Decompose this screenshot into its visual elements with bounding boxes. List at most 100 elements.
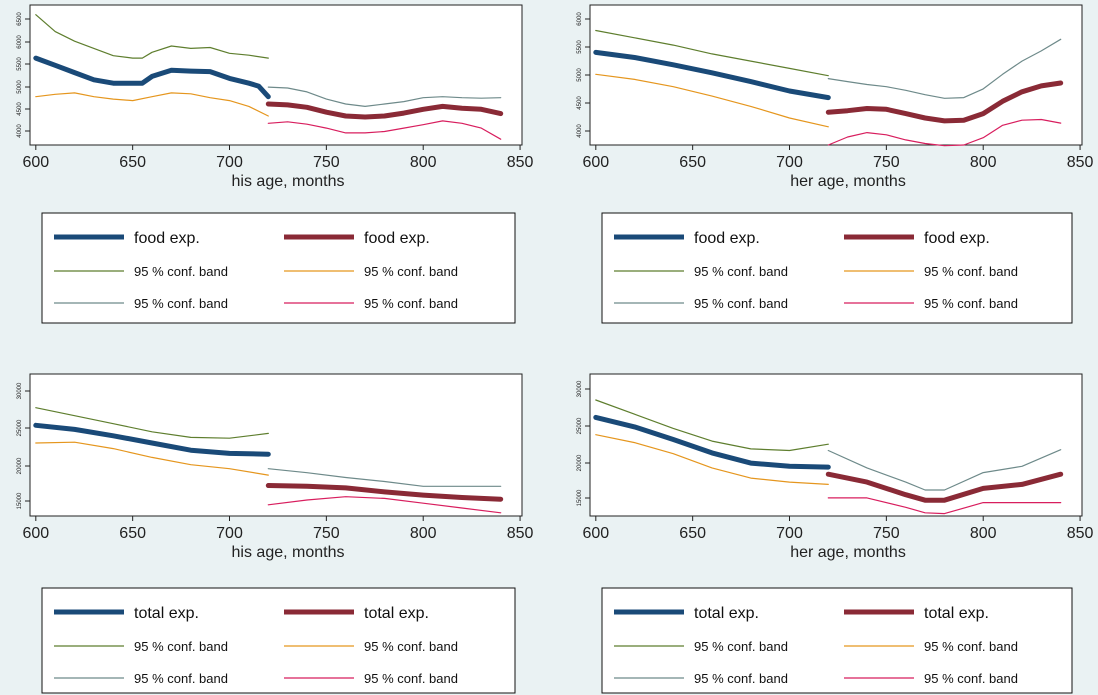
band-line-after <box>827 497 1062 515</box>
x-axis-title: his age, months <box>232 173 345 190</box>
legend-label: 95 % conf. band <box>364 264 458 279</box>
y-tick-label: 4000 <box>17 124 23 138</box>
x-tick-label: 650 <box>679 154 706 171</box>
band-line-after <box>267 468 502 487</box>
x-tick-label: 850 <box>1067 154 1094 171</box>
main-line-after <box>265 483 504 502</box>
y-tick-label: 4000 <box>577 124 583 138</box>
x-tick-label: 650 <box>119 525 146 542</box>
legend-label: 95 % conf. band <box>694 639 788 654</box>
y-tick-label: 25000 <box>577 417 583 434</box>
legend-label: 95 % conf. band <box>364 296 458 311</box>
x-tick-label: 850 <box>507 525 534 542</box>
legend-label: 95 % conf. band <box>364 639 458 654</box>
x-tick-label: 600 <box>582 154 609 171</box>
y-tick-label: 20000 <box>577 454 583 471</box>
band-line-before <box>35 441 269 476</box>
legend-label: food exp. <box>694 230 760 247</box>
x-tick-label: 700 <box>216 525 243 542</box>
x-tick-label: 700 <box>216 154 243 171</box>
plot-area <box>29 4 523 146</box>
band-line-after <box>827 449 1062 491</box>
legend-label: 95 % conf. band <box>134 671 228 686</box>
legend-label: total exp. <box>694 605 759 622</box>
x-tick-label: 800 <box>410 154 437 171</box>
x-tick-label: 750 <box>313 154 340 171</box>
legend-label: food exp. <box>924 230 990 247</box>
main-line-before <box>593 414 831 470</box>
y-tick-label: 15000 <box>17 492 23 509</box>
band-line-before <box>35 92 269 117</box>
legend-label: 95 % conf. band <box>694 264 788 279</box>
x-axis-title: his age, months <box>232 544 345 561</box>
band-line-after <box>267 86 502 108</box>
y-tick-label: 5000 <box>17 80 23 94</box>
y-tick-label: 25000 <box>17 419 23 436</box>
y-tick-label: 4500 <box>577 96 583 110</box>
legend-box <box>601 587 1073 694</box>
y-tick-label: 30000 <box>17 382 23 399</box>
legend-label: 95 % conf. band <box>134 296 228 311</box>
band-line-before <box>35 14 269 59</box>
legend-box <box>41 587 516 694</box>
x-axis-title: her age, months <box>790 173 906 190</box>
main-line-after <box>265 101 504 120</box>
x-tick-label: 800 <box>970 525 997 542</box>
x-tick-label: 650 <box>119 154 146 171</box>
main-line-before <box>33 55 271 100</box>
plot-area <box>589 4 1083 146</box>
band-line-before <box>595 434 829 485</box>
y-tick-label: 6000 <box>577 12 583 26</box>
x-tick-label: 750 <box>873 525 900 542</box>
band-line-before <box>595 73 829 128</box>
x-tick-label: 700 <box>776 525 803 542</box>
y-tick-label: 30000 <box>577 380 583 397</box>
plot-area <box>589 373 1083 517</box>
main-line-after <box>825 80 1064 124</box>
legend-label: 95 % conf. band <box>924 296 1018 311</box>
band-line-before <box>35 407 269 439</box>
x-tick-label: 800 <box>410 525 437 542</box>
main-line-after <box>825 471 1064 503</box>
x-tick-label: 850 <box>1067 525 1094 542</box>
plot-area <box>29 373 523 517</box>
y-tick-label: 4500 <box>17 102 23 116</box>
main-line-before <box>593 49 831 101</box>
legend-label: 95 % conf. band <box>924 264 1018 279</box>
legend-label: total exp. <box>134 605 199 622</box>
legend-label: total exp. <box>364 605 429 622</box>
main-line-before <box>33 422 271 457</box>
legend-box <box>41 212 516 324</box>
legend-label: 95 % conf. band <box>924 671 1018 686</box>
x-axis-title: her age, months <box>790 544 906 561</box>
x-tick-label: 600 <box>22 154 49 171</box>
y-tick-label: 6000 <box>17 35 23 49</box>
x-tick-label: 750 <box>873 154 900 171</box>
x-tick-label: 850 <box>507 154 534 171</box>
band-line-before <box>595 29 829 77</box>
legend-label: 95 % conf. band <box>924 639 1018 654</box>
legend-label: 95 % conf. band <box>694 671 788 686</box>
legend-label: total exp. <box>924 605 989 622</box>
band-line-after <box>827 118 1062 147</box>
legend-label: 95 % conf. band <box>694 296 788 311</box>
y-tick-label: 5500 <box>17 57 23 71</box>
y-tick-label: 6500 <box>17 12 23 26</box>
x-tick-label: 600 <box>22 525 49 542</box>
legend-label: 95 % conf. band <box>134 264 228 279</box>
y-tick-label: 5500 <box>577 40 583 54</box>
band-line-after <box>267 496 502 514</box>
x-tick-label: 600 <box>582 525 609 542</box>
y-tick-label: 15000 <box>577 489 583 506</box>
band-line-after <box>267 120 502 140</box>
y-tick-label: 20000 <box>17 457 23 474</box>
y-tick-label: 5000 <box>577 68 583 82</box>
legend-label: food exp. <box>134 230 200 247</box>
x-tick-label: 750 <box>313 525 340 542</box>
x-tick-label: 650 <box>679 525 706 542</box>
x-tick-label: 700 <box>776 154 803 171</box>
band-line-after <box>827 38 1062 99</box>
legend-box <box>601 212 1073 324</box>
legend-label: food exp. <box>364 230 430 247</box>
